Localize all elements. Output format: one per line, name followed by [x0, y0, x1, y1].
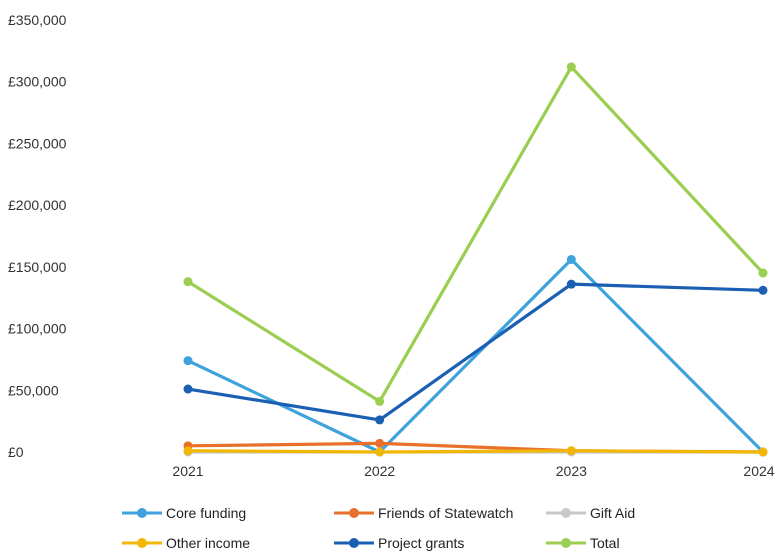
x-tick-label: 2022 — [364, 463, 395, 479]
legend-label: Total — [590, 535, 620, 551]
legend-swatch-marker — [349, 538, 359, 548]
y-tick-label: £150,000 — [8, 259, 67, 275]
series-line — [186, 65, 765, 403]
data-point — [183, 356, 193, 366]
legend-swatch-marker — [561, 538, 571, 548]
legend-label: Gift Aid — [590, 505, 635, 521]
data-point — [375, 396, 385, 406]
x-axis-ticks: 2021 2022 2023 2024 — [172, 463, 774, 479]
legend-label: Core funding — [166, 505, 246, 521]
series-lines — [186, 65, 765, 454]
data-point — [566, 62, 576, 72]
data-point — [183, 446, 193, 456]
y-tick-label: £0 — [8, 444, 24, 460]
legend-label: Project grants — [378, 535, 464, 551]
x-tick-label: 2024 — [743, 463, 774, 479]
series-line — [186, 282, 765, 422]
x-tick-label: 2023 — [556, 463, 587, 479]
data-point — [566, 254, 576, 264]
legend-swatch-marker — [349, 508, 359, 518]
legend-swatch-marker — [137, 538, 147, 548]
y-tick-label: £100,000 — [8, 321, 67, 337]
y-tick-label: £250,000 — [8, 135, 67, 151]
legend: Core funding Friends of Statewatch Gift Ai… — [122, 505, 635, 551]
data-point — [183, 277, 193, 287]
legend-swatch-marker — [561, 508, 571, 518]
data-point — [566, 446, 576, 456]
legend-label: Other income — [166, 535, 250, 551]
x-tick-label: 2021 — [172, 463, 203, 479]
y-tick-label: £50,000 — [8, 382, 59, 398]
series-points — [183, 62, 768, 457]
legend-swatch-marker — [137, 508, 147, 518]
data-point — [758, 268, 768, 278]
y-tick-label: £300,000 — [8, 74, 67, 90]
data-point — [758, 285, 768, 295]
data-point — [183, 384, 193, 394]
y-axis-ticks: £0 £50,000 £100,000 £150,000 £200,000 £250,00… — [8, 12, 67, 460]
data-point — [758, 447, 768, 457]
y-tick-label: £200,000 — [8, 197, 67, 213]
legend-label: Friends of Statewatch — [378, 505, 513, 521]
series-line — [186, 449, 765, 454]
data-point — [375, 438, 385, 448]
data-point — [375, 415, 385, 425]
y-tick-label: £350,000 — [8, 12, 67, 28]
data-point — [566, 279, 576, 289]
data-point — [375, 447, 385, 457]
series-line — [186, 257, 765, 454]
